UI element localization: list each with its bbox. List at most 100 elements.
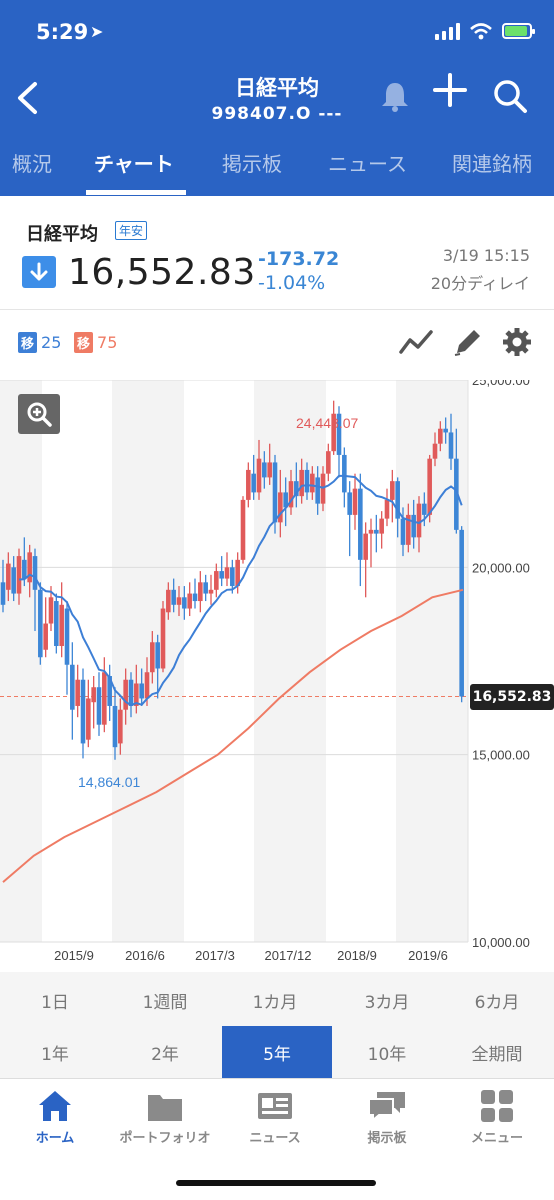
location-icon: ➤ [90,22,104,41]
nav-board[interactable]: 掲示板 [332,1089,442,1146]
candle-body [22,559,27,579]
candle-body [102,672,107,725]
period-1w[interactable]: 1週間 [142,992,188,1013]
candle-body [187,593,192,609]
nav-menu[interactable]: メニュー [442,1089,552,1146]
chart-band [42,380,112,942]
candle-body [203,582,208,594]
quote-delay: 20分ディレイ [430,274,530,293]
home-indicator [176,1180,376,1186]
period-3m[interactable]: 3カ月 [364,992,410,1013]
candle-body [267,462,272,478]
candle-body [422,503,427,515]
bottom-nav: ホーム ポートフォリオ ニュース 掲示板 メニュー [0,1078,554,1200]
chart-band [0,380,42,942]
nav-portfolio[interactable]: ポートフォリオ [110,1089,220,1146]
period-5y[interactable]: 5年 [222,1026,332,1078]
candle-body [443,428,448,433]
candle-body [32,556,38,590]
candle-body [176,597,182,605]
tab-bar: 概況 チャート 掲示板 ニュース 関連銘柄 [0,134,554,196]
candle-body [251,473,256,493]
wifi-icon [470,22,492,39]
candle-body [155,642,160,669]
zoom-in-icon[interactable] [18,394,60,434]
chart-band [184,380,254,942]
quote-price: 16,552.83 [68,252,256,293]
candle-body [390,481,395,500]
add-icon[interactable] [432,72,468,116]
nav-home[interactable]: ホーム [0,1089,110,1146]
period-1m[interactable]: 1カ月 [252,992,298,1013]
price-chart[interactable]: 25,000.00 20,000.00 15,000.00 10,000.00 2015… [0,373,554,972]
bell-icon[interactable] [380,80,410,116]
candle-body [459,529,464,697]
period-1y[interactable]: 1年 [41,1044,69,1065]
tab-overview[interactable]: 概況 [12,152,52,176]
header-title-block: 日経平均 998407.O --- [0,72,554,124]
x-tick-label: 2016/6 [125,948,165,963]
nav-news[interactable]: ニュース [220,1089,330,1146]
period-selector: 1日 1週間 1カ月 3カ月 6カ月 1年 2年 5年 10年 全期間 [0,972,554,1078]
quote-name: 日経平均 [26,224,98,245]
ma25-legend[interactable]: 移 25 [18,332,61,353]
high-annotation: 24,448.07 [296,415,358,431]
nav-board-label: 掲示板 [367,1131,407,1146]
candle-body [272,462,278,523]
candle-body [331,413,336,452]
ma75-period: 75 [97,333,118,352]
nav-menu-label: メニュー [470,1131,523,1146]
tab-related[interactable]: 関連銘柄 [452,152,532,176]
ma75-legend[interactable]: 移 75 [74,332,117,353]
candle-body [448,432,454,459]
line-chart-icon[interactable] [398,326,434,362]
candle-body [219,571,224,579]
candle-body [182,597,187,609]
search-icon[interactable] [492,78,528,118]
pencil-icon[interactable] [452,326,482,362]
candle-body [134,683,139,706]
period-10y[interactable]: 10年 [367,1044,407,1065]
x-tick-label: 2018/9 [337,948,377,963]
candle-body [144,672,150,699]
year-low-badge: 年安 [115,221,148,240]
candle-body [411,514,416,538]
candle-body [347,492,352,515]
nav-bar: 日経平均 998407.O --- [0,64,554,134]
candle-body [16,556,22,594]
period-all[interactable]: 全期間 [471,1044,523,1065]
tab-active-indicator [86,190,186,195]
newspaper-icon [258,1093,292,1119]
candle-body [454,458,459,530]
tab-news[interactable]: ニュース [328,152,407,176]
candle-body [70,664,75,710]
chart-canvas: 25,000.00 20,000.00 15,000.00 10,000.00 2015… [0,373,530,963]
candle-body [278,492,283,523]
x-tick-label: 2017/3 [195,948,235,963]
candle-body [80,679,86,744]
page-title: 日経平均 [235,76,319,100]
candle-body [198,582,203,602]
candle-body [160,608,166,669]
home-icon [39,1091,71,1121]
chevron-left-icon[interactable] [10,76,44,120]
quote-change: -173.72 [258,248,340,270]
candle-body [438,428,443,444]
tab-chart[interactable]: チャート [94,152,174,176]
indicator-row: 移 25 移 75 [0,310,554,380]
stock-code: 998407.O --- [211,104,343,124]
candle-body [299,469,304,497]
candle-body [96,687,102,725]
period-2y[interactable]: 2年 [151,1044,179,1065]
period-1d[interactable]: 1日 [41,992,69,1013]
candle-body [368,529,374,534]
tab-board[interactable]: 掲示板 [222,152,282,176]
last-price-tag: 16,552.83 [470,684,554,710]
candle-body [288,481,294,508]
candle-body [427,458,432,515]
candle-body [48,597,54,624]
y-tick-label: 25,000.00 [472,380,530,388]
gear-icon[interactable] [502,326,532,362]
candle-body [256,458,262,493]
period-6m[interactable]: 6カ月 [474,992,520,1013]
